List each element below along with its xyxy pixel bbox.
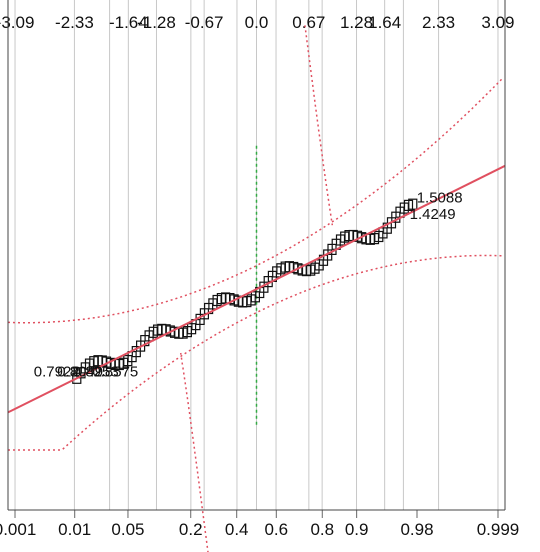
point-label: 1.4249: [410, 206, 456, 223]
bottom-tick-label: 0.4: [225, 520, 249, 539]
top-tick-label: 3.09: [481, 13, 514, 32]
bottom-tick-label: 0.9: [345, 520, 369, 539]
left-confidence-arm: [179, 352, 209, 552]
point-label: 0.8049: [57, 363, 103, 380]
lower-confidence-curve: [8, 254, 504, 451]
gridlines: [14, 0, 499, 510]
plot-frame: [7, 0, 506, 511]
bottom-axis-tick-labels: 0.001 0.01 0.05 0.2 0.4 0.6 0.8 0.9 0.98 0.999: [0, 510, 519, 539]
top-tick-label: -1.64: [109, 13, 148, 32]
top-tick-label: 0.67: [292, 13, 325, 32]
bottom-tick-label: 0.999: [477, 520, 520, 539]
fit-line: [7, 164, 506, 414]
bottom-tick-label: 0.8: [310, 520, 334, 539]
top-tick-label: 1.28: [340, 13, 373, 32]
point-label: 0.7922: [34, 363, 80, 380]
top-tick-label: -3.09: [0, 13, 34, 32]
data-point: [408, 198, 418, 210]
right-confidence-arm: [304, 25, 334, 226]
bottom-tick-label: 0.05: [111, 520, 144, 539]
bottom-tick-label: 0.01: [58, 520, 91, 539]
bottom-tick-label: 0.001: [0, 520, 36, 539]
data-points: [72, 198, 418, 384]
upper-confidence-curve: [8, 76, 504, 324]
top-tick-label: -0.67: [185, 13, 224, 32]
top-tick-label: 1.64: [368, 13, 401, 32]
bottom-tick-label: 0.2: [179, 520, 203, 539]
top-tick-label: 2.33: [422, 13, 455, 32]
fit-line-segment: [7, 164, 506, 414]
point-label: 0.8253: [73, 363, 119, 380]
bottom-tick-label: 0.6: [264, 520, 288, 539]
bottom-tick-label: 0.98: [400, 520, 433, 539]
point-label: 1.5088: [417, 189, 463, 206]
top-axis-tick-labels: -3.09 -2.33 -1.64-1.28 -0.67 0.0 0.67 1.281.64…: [0, 13, 515, 32]
top-tick-label: -2.33: [55, 13, 94, 32]
top-tick-label: -1.28: [137, 13, 176, 32]
top-tick-label: 0.0: [245, 13, 269, 32]
point-label: 0.8575: [92, 363, 138, 380]
confidence-band: [8, 25, 504, 552]
